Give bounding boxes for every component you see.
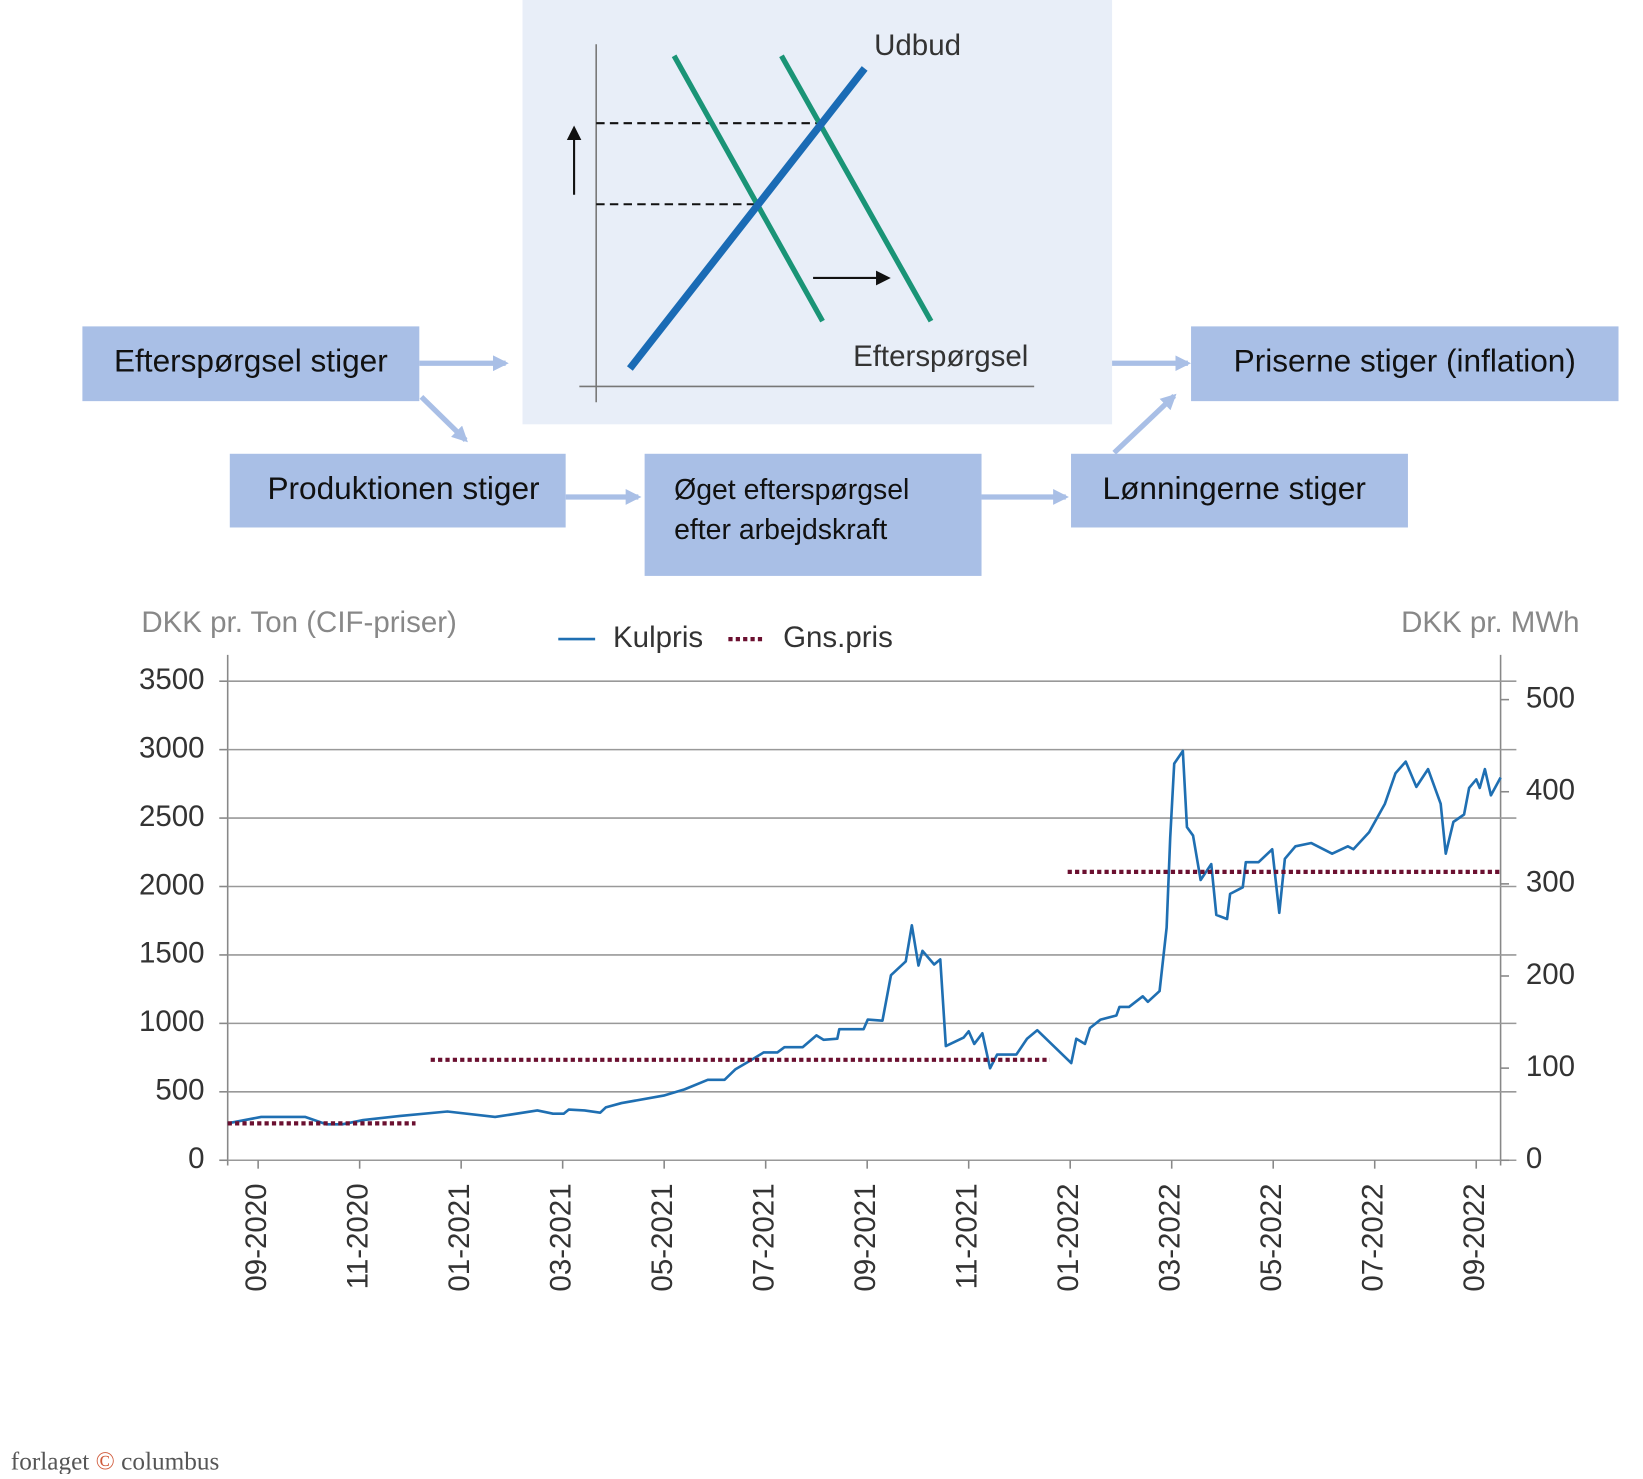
y2-tick-label: 100 <box>1526 1050 1575 1083</box>
x-tick-label: 03-2021 <box>544 1183 577 1291</box>
line-chart: 0 500 1000 1500 2000 2500 3000 3500 0 100 200 300 40… <box>139 621 1575 1292</box>
y-tick-label: 1000 <box>139 1005 205 1038</box>
y-tick-label: 1500 <box>139 937 205 970</box>
arrow <box>419 395 468 443</box>
y-tick-label: 3000 <box>139 731 205 764</box>
demand-curve <box>671 54 825 323</box>
x-tick-label: 11-2021 <box>950 1183 983 1289</box>
x-tick-label: 05-2022 <box>1255 1183 1288 1291</box>
x-tick-label: 09-2021 <box>849 1183 882 1291</box>
x-tick-label: 07-2022 <box>1357 1183 1390 1291</box>
arrow <box>1112 393 1177 455</box>
x-tick-label: 01-2021 <box>443 1183 476 1291</box>
box-label: efter arbejdskraft <box>674 514 887 546</box>
box <box>229 453 566 528</box>
y2-tick-label: 0 <box>1526 1142 1542 1175</box>
box-label: Øget efterspørgsel <box>674 474 909 506</box>
series-line <box>227 749 1502 1126</box>
x-tick-label: 09-2020 <box>240 1183 273 1291</box>
supply-curve <box>626 66 868 371</box>
legend-label: Gns.pris <box>783 621 893 654</box>
footer-logo-mark: © <box>96 1447 115 1474</box>
y-tick-label: 500 <box>155 1074 204 1107</box>
y2-tick-label: 300 <box>1526 866 1575 899</box>
y2-tick-label: 200 <box>1526 958 1575 991</box>
box <box>644 453 982 576</box>
legend-label: Kulpris <box>613 621 703 654</box>
diagram-panel <box>522 0 1113 425</box>
y-axis-title: DKK pr. Ton (CIF-priser) <box>141 606 457 639</box>
y-tick-label: 0 <box>188 1142 204 1175</box>
box <box>1191 326 1619 402</box>
box-label: Lønningerne stiger <box>1103 470 1366 506</box>
diagram: Udbud Efterspørgsel Efterspørgsel stiger… <box>82 0 1619 576</box>
x-tick-label: 03-2022 <box>1153 1183 1186 1291</box>
box <box>82 326 420 402</box>
series-line <box>227 869 1501 1126</box>
demand-curve <box>779 54 934 323</box>
y-tick-label: 2500 <box>139 800 205 833</box>
y2-axis-title: DKK pr. MWh <box>1401 606 1579 639</box>
arrows <box>419 355 1192 505</box>
footer-logo: forlaget © columbus <box>11 1447 220 1474</box>
footer-right: columbus <box>121 1447 219 1474</box>
y2-tick-label: 400 <box>1526 774 1575 807</box>
box <box>1071 453 1408 528</box>
x-tick-label: 11-2020 <box>341 1183 374 1289</box>
y2-tick-label: 500 <box>1526 681 1575 714</box>
box-label: Efterspørgsel stiger <box>114 343 388 379</box>
y-tick-label: 2000 <box>139 868 205 901</box>
x-tick-label: 09-2022 <box>1458 1183 1491 1291</box>
box-label: Produktionen stiger <box>267 470 539 506</box>
supply-label: Udbud <box>874 29 961 62</box>
footer-left: forlaget <box>11 1447 90 1474</box>
box-label: Priserne stiger (inflation) <box>1234 343 1576 379</box>
x-tick-label: 01-2022 <box>1052 1183 1085 1291</box>
x-tick-label: 07-2021 <box>747 1183 780 1291</box>
x-tick-label: 05-2021 <box>646 1183 679 1291</box>
y-tick-label: 3500 <box>139 663 205 696</box>
demand-label: Efterspørgsel <box>853 340 1028 373</box>
